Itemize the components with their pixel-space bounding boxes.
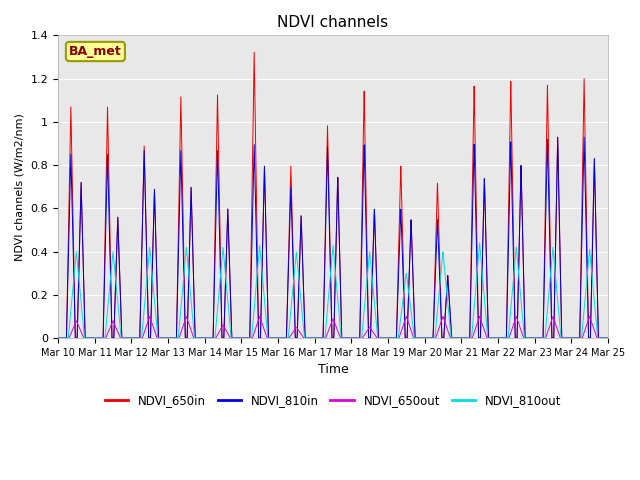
NDVI_810in <box>487 335 495 341</box>
Text: BA_met: BA_met <box>69 45 122 58</box>
Line: NDVI_650in: NDVI_650in <box>58 52 608 338</box>
NDVI_810in <box>604 335 612 341</box>
NDVI_650in <box>602 335 610 341</box>
NDVI_650out <box>166 335 173 341</box>
NDVI_810out <box>409 323 417 328</box>
NDVI_810in <box>602 335 610 341</box>
NDVI_650out <box>409 333 417 338</box>
NDVI_810in <box>260 187 268 192</box>
NDVI_650in <box>250 49 258 55</box>
Y-axis label: NDVI channels (W/m2/nm): NDVI channels (W/m2/nm) <box>15 113 25 261</box>
NDVI_810out <box>602 335 610 341</box>
NDVI_810out <box>172 335 179 341</box>
NDVI_650out <box>260 326 268 332</box>
NDVI_650out <box>586 313 593 319</box>
NDVI_810out <box>604 335 612 341</box>
Line: NDVI_810in: NDVI_810in <box>58 137 608 338</box>
NDVI_650in <box>54 335 62 341</box>
NDVI_810out <box>260 291 268 297</box>
NDVI_650out <box>604 335 612 341</box>
Legend: NDVI_650in, NDVI_810in, NDVI_650out, NDVI_810out: NDVI_650in, NDVI_810in, NDVI_650out, NDV… <box>100 389 566 412</box>
NDVI_810in <box>166 335 173 341</box>
NDVI_650out <box>602 335 610 341</box>
NDVI_810in <box>54 335 62 341</box>
Title: NDVI channels: NDVI channels <box>277 15 388 30</box>
NDVI_650in <box>166 335 173 341</box>
NDVI_650in <box>172 335 179 341</box>
NDVI_650out <box>487 335 495 341</box>
NDVI_810in <box>172 335 179 341</box>
NDVI_810out <box>166 335 173 341</box>
NDVI_650in <box>409 271 417 276</box>
NDVI_810out <box>476 240 483 246</box>
NDVI_810out <box>54 335 62 341</box>
Line: NDVI_650out: NDVI_650out <box>58 316 608 338</box>
NDVI_650in <box>487 335 495 341</box>
NDVI_810in <box>409 268 417 274</box>
NDVI_650out <box>172 335 179 341</box>
Line: NDVI_810out: NDVI_810out <box>58 243 608 338</box>
NDVI_810out <box>487 335 495 341</box>
NDVI_650in <box>604 335 612 341</box>
NDVI_810in <box>580 134 588 140</box>
NDVI_650out <box>54 335 62 341</box>
NDVI_650in <box>260 183 268 189</box>
X-axis label: Time: Time <box>317 363 348 376</box>
